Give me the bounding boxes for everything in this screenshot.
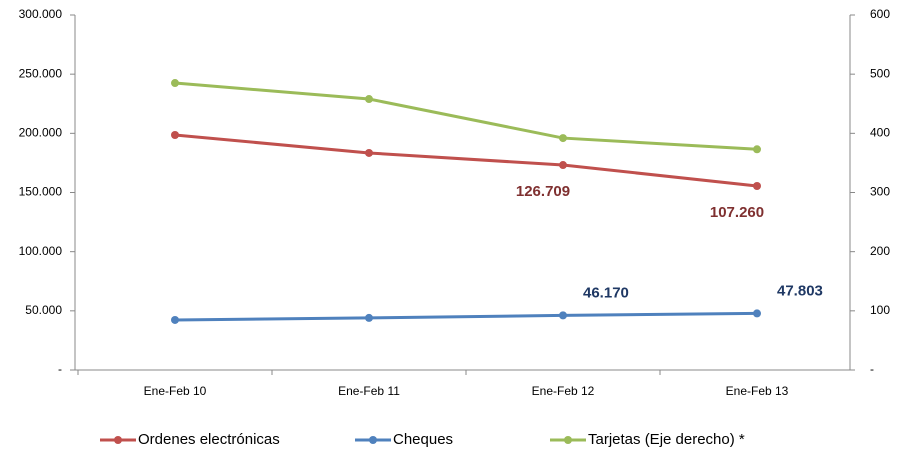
legend-label: Cheques (393, 431, 453, 448)
y-tick-label: 300.000 (19, 7, 63, 21)
y2-tick-label: 400 (870, 126, 890, 140)
data-point (365, 313, 373, 322)
annotation: 126.709 (516, 183, 570, 200)
data-point (365, 148, 373, 157)
data-label: 46.170 (583, 284, 629, 301)
legend-label: Tarjetas (Eje derecho) * (588, 431, 745, 448)
x-tick-label: Ene-Feb 12 (532, 384, 595, 398)
data-point (365, 95, 373, 104)
series-line (174, 81, 758, 151)
legend-label: Ordenes electrónicas (138, 431, 280, 448)
y2-tick-label: 500 (870, 66, 890, 80)
legend-marker (564, 436, 572, 444)
data-label: 47.803 (777, 282, 823, 299)
data-point (171, 130, 179, 139)
legend-marker (114, 436, 122, 444)
y2-tick-label: - (870, 362, 874, 376)
data-point (559, 161, 567, 170)
series-line (174, 311, 758, 322)
legend-marker (369, 436, 377, 444)
data-point (171, 79, 179, 88)
series-line (174, 133, 758, 188)
data-point (753, 181, 761, 190)
annotation: 107.260 (710, 204, 764, 221)
y2-tick-label: 600 (870, 7, 890, 21)
y2-tick-label: 200 (870, 244, 890, 258)
y-tick-label: 50.000 (25, 303, 62, 317)
x-tick-label: Ene-Feb 13 (726, 384, 789, 398)
y-tick-label: 250.000 (19, 66, 63, 80)
data-point (559, 134, 567, 143)
y-tick-label: 150.000 (19, 185, 63, 199)
data-point (753, 309, 761, 318)
y2-tick-label: 300 (870, 185, 890, 199)
y-tick-label: 200.000 (19, 126, 63, 140)
x-tick-label: Ene-Feb 11 (338, 384, 400, 398)
y-tick-label: 100.000 (19, 244, 63, 258)
data-point (171, 315, 179, 324)
y2-tick-label: 100 (870, 303, 890, 317)
data-point (559, 311, 567, 320)
y-tick-label: - (58, 362, 62, 376)
x-tick-label: Ene-Feb 10 (144, 384, 207, 398)
data-point (753, 145, 761, 154)
